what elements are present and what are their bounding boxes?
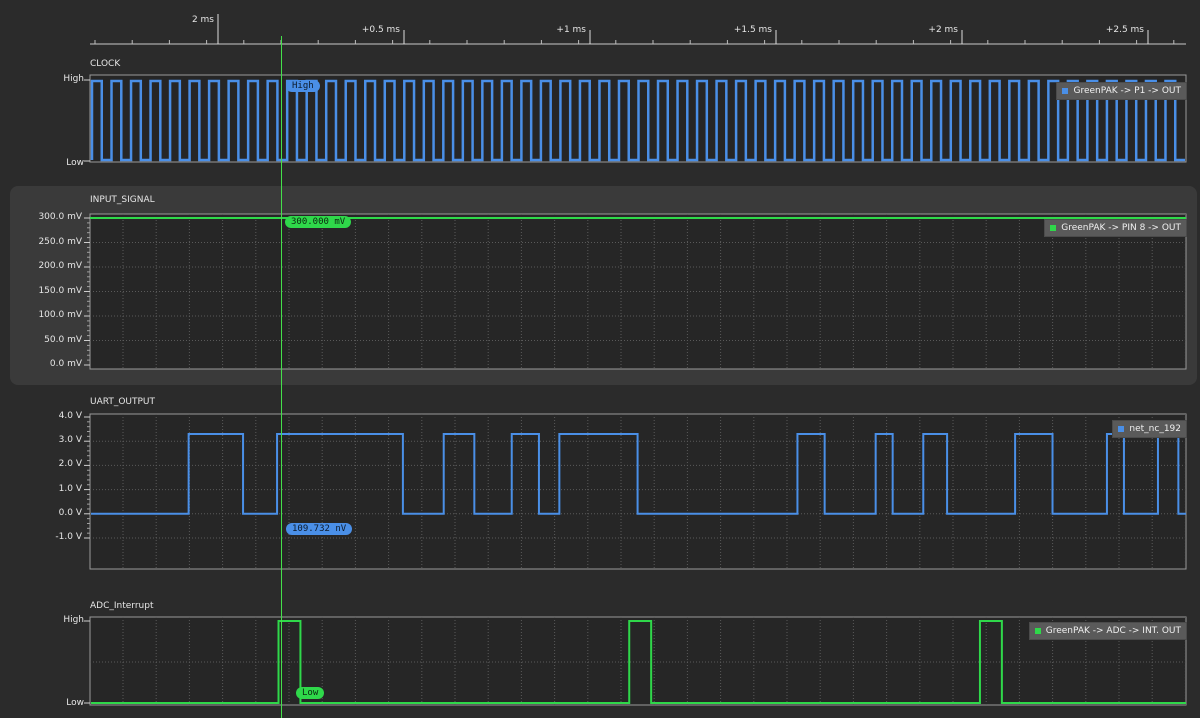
adc-interrupt-legend[interactable]: GreenPAK -> ADC -> INT. OUT [1028,622,1187,640]
clock-legend[interactable]: GreenPAK -> P1 -> OUT [1056,82,1187,100]
clock-legend-swatch [1062,88,1069,94]
clock-panel[interactable]: CLOCK High Low GreenPAK -> P1 -> OUT Hig… [10,54,1197,184]
input-signal-legend-swatch [1050,225,1057,231]
clock-y-label-high: High [63,74,84,84]
adc-y-label-low: Low [66,698,84,708]
input-y-label: 50.0 mV [44,334,82,345]
uart-output-plot [84,413,1187,570]
input-y-label: 200.0 mV [38,261,82,271]
uart-output-legend[interactable]: net_nc_192 [1112,420,1187,438]
timeline-tick-label: +2.5 ms [1106,25,1144,35]
input-signal-legend-label: GreenPAK -> PIN 8 -> OUT [1061,223,1181,233]
timeline-tick-label: +2 ms [928,25,958,35]
uart-y-label: 4.0 V [58,411,82,421]
clock-plot [84,74,1187,163]
timeline-tick-label: +0.5 ms [362,25,400,35]
clock-legend-label: GreenPAK -> P1 -> OUT [1073,86,1181,96]
clock-y-label-low: Low [66,158,84,168]
input-y-label: 250.0 mV [38,236,82,247]
adc-interrupt-panel[interactable]: ADC_Interrupt High Low GreenPAK -> ADC -… [10,594,1197,718]
adc-interrupt-legend-swatch [1034,628,1041,634]
input-signal-panel[interactable]: INPUT_SIGNAL 300.0 mV 250.0 mV 200.0 mV … [10,186,1197,385]
input-y-label: 300.0 mV [38,212,82,222]
adc-y-label-high: High [63,615,84,625]
timeline-tick-label: 2 ms [192,15,214,25]
input-y-label: 0.0 mV [49,359,82,369]
adc-interrupt-plot [84,616,1187,706]
input-y-label: 150.0 mV [38,285,82,296]
uart-output-title: UART_OUTPUT [90,397,156,407]
timeline-ruler[interactable]: 2 ms +0.5 ms +1 ms +1.5 ms +2 ms +2.5 ms [0,0,1200,52]
adc-interrupt-title: ADC_Interrupt [90,601,154,611]
uart-output-grid [90,414,1186,569]
clock-waveform[interactable] [90,79,1185,162]
uart-output-panel[interactable]: UART_OUTPUT 4.0 V 3.0 V 2.0 V 1.0 V 0.0 … [10,390,1197,580]
uart-y-label: 0.0 V [58,507,82,518]
timeline-svg: 2 ms +0.5 ms +1 ms +1.5 ms +2 ms +2.5 ms [90,14,1186,45]
uart-y-label: -1.0 V [55,532,82,542]
clock-title: CLOCK [90,59,121,69]
input-signal-title: INPUT_SIGNAL [90,195,155,205]
input-signal-cursor-value: 300.000 mV [285,216,352,228]
uart-output-cursor-value: 109.732 nV [286,523,353,535]
adc-interrupt-waveform[interactable] [91,620,1186,704]
timeline-tick-label: +1.5 ms [734,25,772,35]
clock-cursor-value: High [286,80,320,92]
uart-output-legend-label: net_nc_192 [1129,424,1181,434]
uart-output-waveform[interactable] [91,432,1186,515]
input-signal-legend[interactable]: GreenPAK -> PIN 8 -> OUT [1044,219,1187,237]
uart-y-label: 2.0 V [58,459,82,470]
timeline-tick-label: +1 ms [556,25,586,35]
adc-interrupt-plot-area [89,616,1187,706]
time-cursor[interactable] [281,36,282,718]
timeline-major-ticks: 2 ms +0.5 ms +1 ms +1.5 ms +2 ms +2.5 ms [192,14,1149,44]
timeline-minor-ticks [94,40,1175,44]
input-signal-grid [90,214,1186,369]
input-signal-plot-area [89,213,1187,370]
adc-interrupt-legend-label: GreenPAK -> ADC -> INT. OUT [1045,626,1181,636]
adc-interrupt-cursor-value: Low [296,687,325,699]
uart-y-label: 3.0 V [58,435,82,446]
input-y-label: 100.0 mV [38,310,82,320]
input-signal-plot [84,213,1187,370]
uart-y-label: 1.0 V [58,483,82,494]
uart-output-legend-swatch [1118,426,1125,432]
